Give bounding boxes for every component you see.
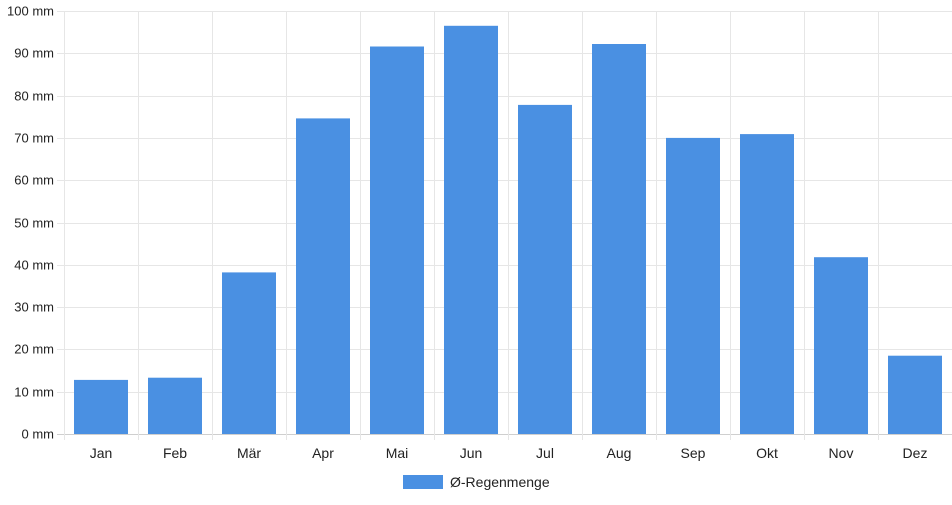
- legend[interactable]: Ø-Regenmenge: [403, 474, 550, 490]
- y-tick-label: 40 mm: [14, 258, 54, 273]
- grid: [57, 11, 952, 440]
- x-tick-label: Sep: [681, 445, 706, 461]
- y-tick-label: 50 mm: [14, 216, 54, 231]
- bars: [74, 25, 942, 435]
- x-tick-label: Mär: [237, 445, 261, 461]
- y-tick-label: 80 mm: [14, 89, 54, 104]
- x-tick-label: Nov: [829, 445, 854, 461]
- bar-mär[interactable]: [222, 272, 276, 434]
- x-tick-label: Dez: [903, 445, 928, 461]
- bar-apr[interactable]: [296, 118, 350, 435]
- x-tick-label: Mai: [386, 445, 409, 461]
- y-tick-label: 60 mm: [14, 173, 54, 188]
- bar-nov[interactable]: [814, 257, 868, 434]
- y-tick-label: 10 mm: [14, 385, 54, 400]
- bar-jun[interactable]: [444, 25, 498, 435]
- bar-feb[interactable]: [148, 377, 202, 434]
- y-tick-label: 20 mm: [14, 342, 54, 357]
- y-tick-label: 0 mm: [22, 427, 55, 442]
- x-tick-label: Jan: [90, 445, 113, 461]
- y-tick-label: 100 mm: [7, 4, 54, 19]
- x-tick-label: Jul: [536, 445, 554, 461]
- x-axis-tick-labels: Jan Feb Mär Apr Mai Jun Jul Aug Sep Okt Nov Dez: [90, 445, 928, 461]
- bar-aug[interactable]: [592, 44, 646, 434]
- bar-jul[interactable]: [518, 104, 572, 435]
- x-tick-label: Aug: [607, 445, 632, 461]
- bar-jan[interactable]: [74, 379, 128, 434]
- legend-label[interactable]: Ø-Regenmenge: [450, 474, 550, 490]
- legend-swatch[interactable]: [403, 475, 443, 489]
- y-tick-label: 30 mm: [14, 300, 54, 315]
- bar-mai[interactable]: [370, 46, 424, 435]
- x-tick-label: Jun: [460, 445, 483, 461]
- x-tick-label: Okt: [756, 445, 778, 461]
- y-axis-tick-labels: 0 mm 10 mm 20 mm 30 mm 40 mm 50 mm 60 mm 70 mm 8…: [7, 4, 54, 442]
- bar-dez[interactable]: [888, 355, 942, 434]
- x-tick-label: Apr: [312, 445, 334, 461]
- bar-okt[interactable]: [740, 134, 794, 434]
- x-tick-label: Feb: [163, 445, 187, 461]
- y-tick-label: 90 mm: [14, 46, 54, 61]
- bar-sep[interactable]: [666, 137, 720, 434]
- y-tick-label: 70 mm: [14, 131, 54, 146]
